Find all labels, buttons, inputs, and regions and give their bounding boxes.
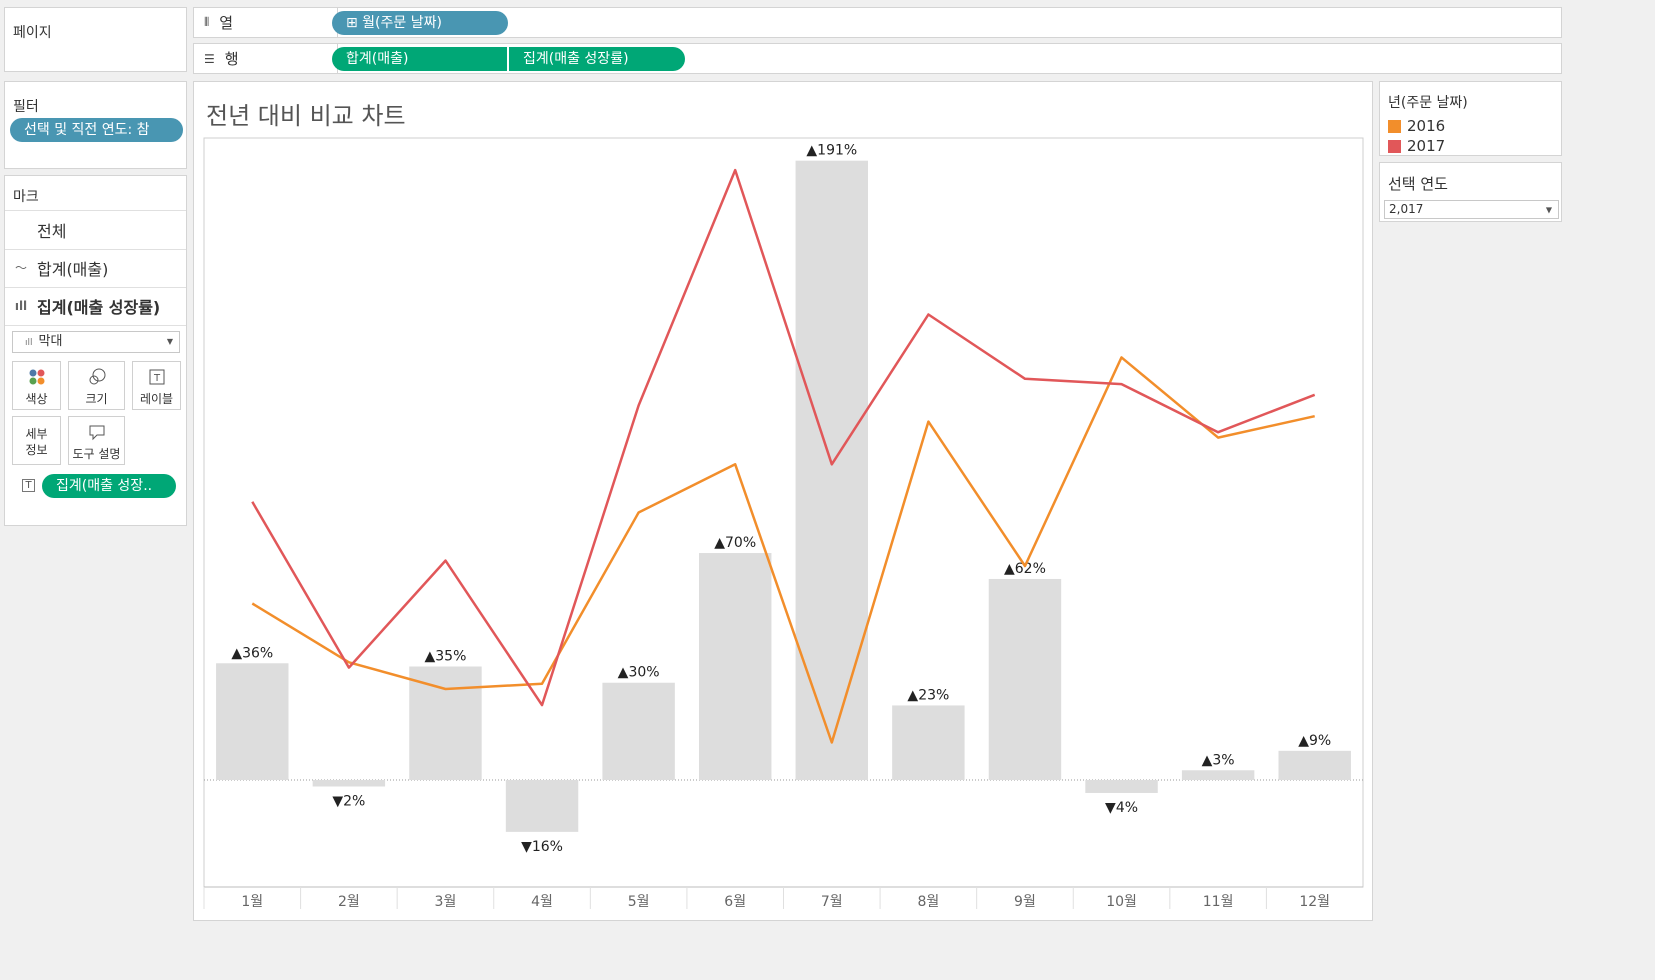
filter-pill[interactable]: 선택 및 직전 연도: 참 (10, 118, 183, 142)
rows-icon: ☰ (204, 51, 215, 66)
marks-row-all[interactable]: 전체 (5, 210, 186, 250)
columns-shelf-label: 열 (219, 14, 234, 32)
legend-title: 년(주문 날짜) (1388, 95, 1468, 111)
chevron-down-icon: ▼ (1545, 205, 1552, 214)
text-label-icon: T (22, 479, 35, 492)
bar-mark-icon: ıll (25, 338, 33, 348)
rows-shelf-label: 행 (224, 50, 239, 68)
growth-pill[interactable]: 집계(매출 성장률) (509, 47, 685, 71)
marks-row-sales[interactable]: 〜 합계(매출) (5, 248, 186, 288)
label-button[interactable]: T 레이블 (132, 361, 181, 410)
bar-mark-icon: ıll (14, 298, 28, 313)
size-button[interactable]: 크기 (68, 361, 125, 410)
legend-panel[interactable]: 년(주문 날짜) 2016 2017 (1379, 81, 1562, 156)
detail-button[interactable]: 세부 정보 (12, 416, 61, 465)
color-dots-icon (29, 369, 44, 385)
label-pill[interactable]: 집계(매출 성장.. (42, 474, 176, 498)
sales-sum-pill[interactable]: 합계(매출) (332, 47, 507, 71)
color-button[interactable]: 색상 (12, 361, 61, 410)
chart-title: 전년 대비 비교 차트 (206, 102, 406, 130)
month-pill[interactable]: ⊞ 월(주문 날짜) (332, 11, 508, 35)
chevron-down-icon: ▼ (166, 337, 173, 346)
mark-type-dropdown[interactable]: ıll 막대 ▼ (12, 331, 180, 353)
filters-panel[interactable]: 필터 선택 및 직전 연도: 참 (4, 81, 187, 169)
svg-text:T: T (152, 373, 160, 384)
pages-panel[interactable]: 페이지 (4, 7, 187, 72)
param-panel: 선택 연도 2,017 ▼ (1379, 162, 1562, 222)
param-dropdown[interactable]: 2,017 ▼ (1384, 200, 1559, 219)
legend-item-2017[interactable]: 2017 (1388, 137, 1445, 155)
pages-title: 페이지 (13, 25, 52, 41)
legend-item-2016[interactable]: 2016 (1388, 117, 1445, 135)
marks-title: 마크 (13, 189, 39, 205)
chart-panel: 전년 대비 비교 차트 (193, 81, 1373, 921)
tooltip-icon (89, 425, 104, 441)
param-title: 선택 연도 (1388, 175, 1448, 193)
size-icon (89, 368, 105, 385)
marks-row-growth[interactable]: ıll 집계(매출 성장률) (5, 286, 186, 326)
tooltip-button[interactable]: 도구 설명 (68, 416, 125, 465)
line-mark-icon: 〜 (14, 261, 27, 275)
legend-swatch-2016 (1388, 119, 1401, 133)
filters-title: 필터 (13, 99, 39, 115)
columns-shelf[interactable]: ⦀ 열 ⊞ 월(주문 날짜) (193, 7, 1562, 38)
columns-icon: ⦀ (204, 15, 210, 29)
text-label-icon: T (149, 369, 164, 385)
rows-shelf[interactable]: ☰ 행 합계(매출) 집계(매출 성장률) (193, 43, 1562, 74)
legend-swatch-2017 (1388, 139, 1401, 153)
marks-panel: 마크 전체 〜 합계(매출) ıll 집계(매출 성장률) ıll 막대 ▼ 색상… (4, 175, 187, 526)
